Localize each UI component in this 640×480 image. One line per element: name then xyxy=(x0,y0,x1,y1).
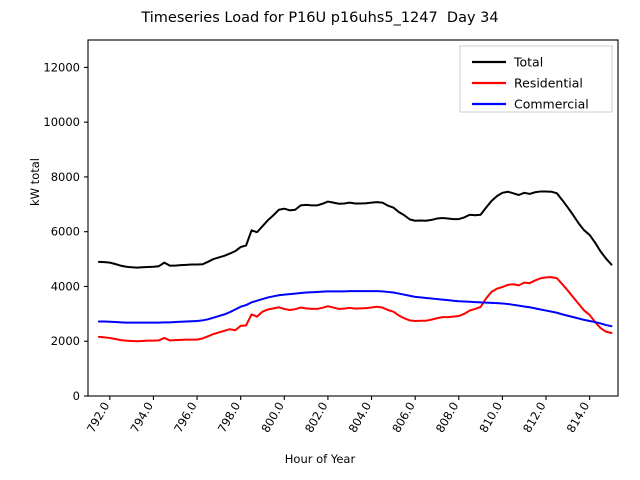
chart-legend: Total Residential Commercial xyxy=(459,45,613,113)
y-axis-ticks: 0 2000 4000 6000 8000 10000 12000 xyxy=(43,60,88,403)
axes-frame xyxy=(87,39,619,397)
y-tick-label: 4000 xyxy=(51,279,80,293)
x-axis-label-wrapper: Hour of Year xyxy=(0,452,640,466)
y-tick-label: 10000 xyxy=(43,115,80,129)
legend-label-total: Total xyxy=(513,55,543,70)
x-tick-label: 806.0 xyxy=(389,400,418,436)
legend-label-commercial: Commercial xyxy=(514,97,589,112)
x-tick-label: 814.0 xyxy=(564,400,593,436)
x-tick-label: 810.0 xyxy=(476,400,505,436)
y-tick-label: 8000 xyxy=(51,170,80,184)
chart-title: Timeseries Load for P16U p16uhs5_1247 Da… xyxy=(141,10,499,26)
y-tick-label: 2000 xyxy=(51,334,80,348)
x-tick-label: 812.0 xyxy=(520,400,549,436)
x-axis-ticks: 792.0 794.0 796.0 798.0 800.0 802.0 804.0 806.0… xyxy=(84,396,592,435)
x-tick-label: 796.0 xyxy=(171,400,200,436)
x-tick-label: 798.0 xyxy=(215,400,244,436)
x-axis-label: Hour of Year xyxy=(284,452,356,466)
x-tick-label: 800.0 xyxy=(258,400,287,436)
legend-label-residential: Residential xyxy=(514,76,583,91)
data-series-group xyxy=(97,190,613,343)
y-tick-label: 6000 xyxy=(51,225,80,239)
series-line-commercial xyxy=(97,290,613,328)
y-tick-label: 12000 xyxy=(43,60,80,74)
x-tick-label: 802.0 xyxy=(302,400,331,436)
legend-box xyxy=(459,45,613,113)
x-tick-label: 792.0 xyxy=(84,400,113,436)
series-line-total xyxy=(97,190,613,269)
x-tick-label: 804.0 xyxy=(346,400,375,436)
x-tick-label: 794.0 xyxy=(127,400,156,436)
series-line-residential xyxy=(97,276,613,343)
x-tick-label: 808.0 xyxy=(433,400,462,436)
y-tick-label: 0 xyxy=(73,389,80,403)
